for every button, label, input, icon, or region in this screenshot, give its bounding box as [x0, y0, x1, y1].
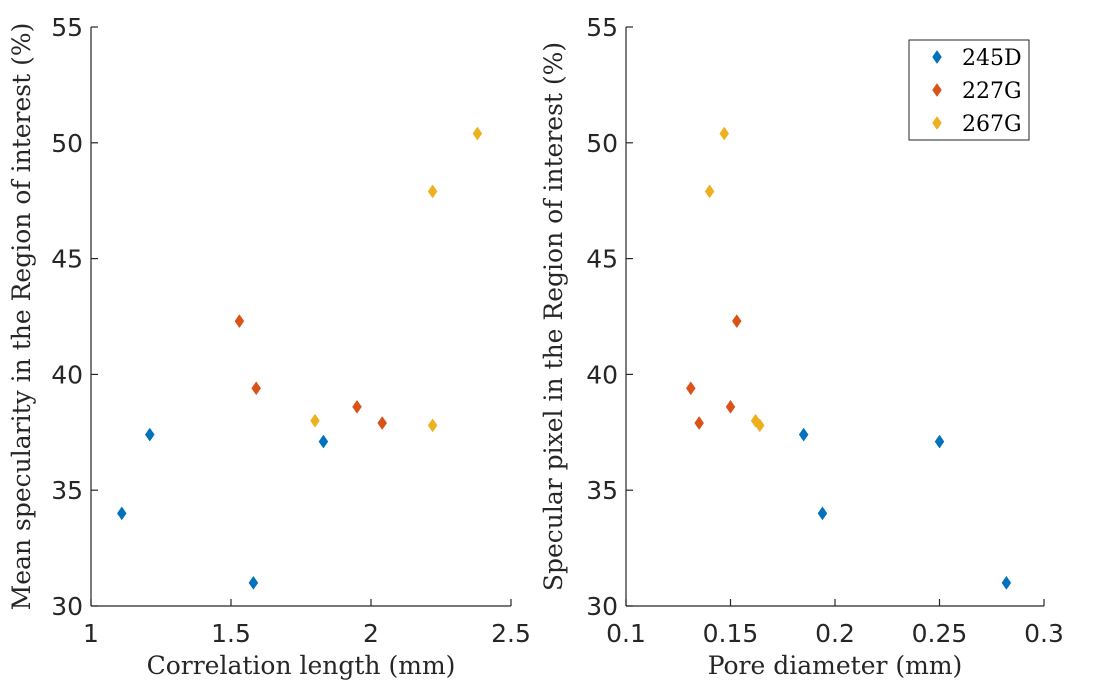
data-point-267g — [310, 413, 320, 428]
legend-box — [908, 39, 1030, 141]
y-axis-title: Specular pixel in the Region of interest… — [539, 42, 568, 591]
y-tick-label: 40 — [51, 360, 83, 389]
data-point-267g — [754, 418, 765, 433]
data-point-227g — [685, 381, 696, 396]
scatter-plot-correlation-length: 30 35 40 45 50 55 1 1.5 2 2.5 Correlation length (… — [7, 13, 531, 680]
y-tick-label: 45 — [51, 245, 83, 274]
data-point-227g — [352, 399, 362, 414]
legend-label-267g: 267G — [962, 112, 1022, 137]
data-point-245d — [318, 434, 329, 449]
y-tick-label: 55 — [586, 13, 618, 42]
x-tick-label: 0.1 — [606, 619, 646, 648]
data-point-245d — [934, 434, 945, 449]
y-axis-title: Mean specularity in the Region of intere… — [7, 23, 36, 611]
x-tick-label: 2 — [363, 619, 379, 648]
y-tick-label: 50 — [51, 129, 83, 158]
data-point-227g — [694, 416, 704, 430]
legend-marker-245d — [932, 50, 942, 64]
data-point-267g — [704, 184, 715, 199]
data-point-245d — [817, 506, 828, 521]
x-tick-label: 0.3 — [1024, 619, 1064, 648]
legend-marker-227g — [932, 83, 942, 97]
x-tick-label: 0.2 — [815, 619, 855, 648]
data-point-227g — [731, 314, 742, 329]
y-tick-label: 55 — [51, 13, 83, 42]
x-tick-label: 0.25 — [912, 619, 968, 648]
y-tick-label: 35 — [51, 476, 83, 505]
legend-marker-267g — [932, 116, 942, 130]
x-tick-label: 1.5 — [211, 619, 251, 648]
data-point-227g — [234, 314, 245, 329]
y-tick-label: 40 — [586, 360, 618, 389]
data-point-267g — [719, 126, 730, 141]
legend-label-227g: 227G — [962, 79, 1022, 104]
data-point-245d — [248, 575, 259, 590]
data-point-245d — [144, 427, 155, 442]
data-point-267g — [427, 418, 438, 433]
x-axis-title: Correlation length (mm) — [147, 651, 456, 680]
x-tick-label: 1 — [83, 619, 99, 648]
y-tick-label: 30 — [586, 592, 618, 621]
legend: 245D 227G 267G — [908, 39, 1030, 141]
data-point-227g — [377, 416, 388, 430]
y-tick-label: 45 — [586, 245, 618, 274]
scatter-plot-pore-diameter: 30 35 40 45 50 55 0.1 0.15 0.2 0.25 0.3 Pore diamet… — [539, 13, 1064, 680]
x-axis-title: Pore diameter (mm) — [708, 651, 963, 680]
data-point-267g — [427, 184, 438, 199]
data-point-245d — [1001, 575, 1012, 590]
data-point-227g — [251, 381, 262, 396]
data-point-245d — [116, 506, 127, 521]
x-tick-label: 2.5 — [491, 619, 531, 648]
legend-label-245d: 245D — [962, 46, 1022, 71]
data-point-227g — [725, 399, 736, 414]
data-point-245d — [798, 427, 809, 442]
data-point-267g — [472, 126, 483, 141]
y-tick-label: 35 — [586, 476, 618, 505]
y-tick-label: 50 — [586, 129, 618, 158]
x-tick-label: 0.15 — [703, 619, 759, 648]
y-tick-label: 30 — [51, 592, 83, 621]
